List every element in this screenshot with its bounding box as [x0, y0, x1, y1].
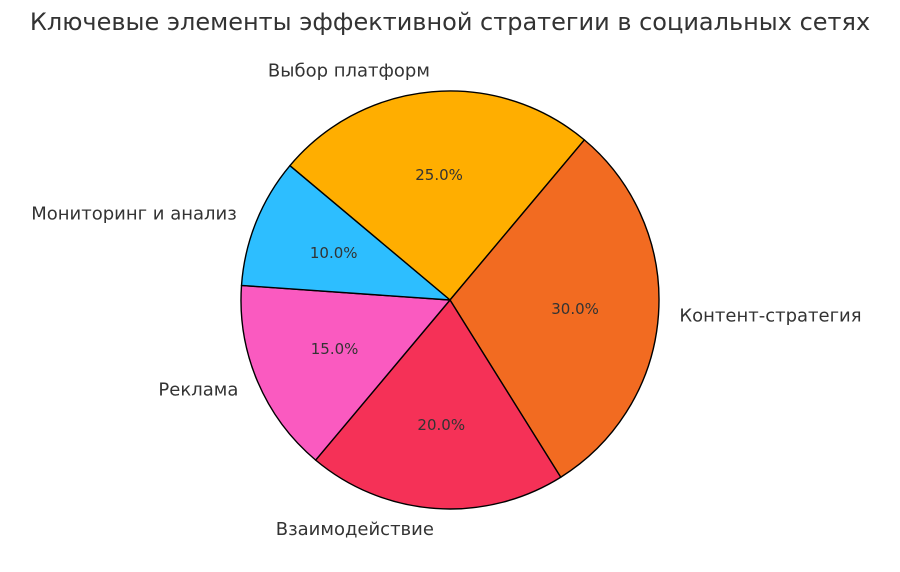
percent-label-5: 10.0%	[310, 244, 358, 262]
percent-label-2: 30.0%	[551, 300, 599, 318]
pie-slice-1	[289, 90, 586, 301]
percent-label-1: 25.0%	[415, 166, 463, 184]
percent-label-4: 15.0%	[311, 340, 359, 358]
pie-slice-5	[240, 164, 451, 301]
category-label-4: Реклама	[158, 379, 238, 400]
category-label-5: Мониторинг и анализ	[31, 203, 237, 224]
category-label-3: Взаимодействие	[276, 519, 434, 540]
percent-labels: 25.0% 30.0% 20.0% 15.0% 10.0%	[310, 166, 599, 434]
pie-slice-4	[240, 284, 451, 461]
percent-label-3: 20.0%	[417, 416, 465, 434]
category-label-1: Выбор платформ	[268, 60, 430, 81]
pie-slice-3	[314, 299, 562, 510]
pie-slices	[240, 90, 660, 510]
category-labels: Выбор платформ Контент-стратегия Взаимодей…	[31, 60, 861, 539]
category-label-2: Контент-стратегия	[679, 306, 861, 327]
pie-slice-2	[449, 139, 660, 478]
chart-title: Ключевые элементы эффективной стратегии …	[30, 8, 870, 36]
